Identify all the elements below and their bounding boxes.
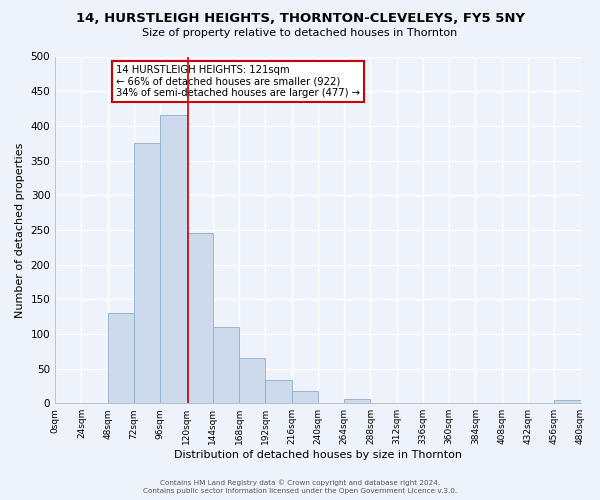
Bar bbox=[292, 392, 318, 403]
Text: Size of property relative to detached houses in Thornton: Size of property relative to detached ho… bbox=[142, 28, 458, 38]
Bar bbox=[213, 327, 239, 403]
Bar bbox=[187, 234, 213, 403]
Y-axis label: Number of detached properties: Number of detached properties bbox=[15, 142, 25, 318]
Bar bbox=[265, 380, 292, 403]
Text: 14, HURSTLEIGH HEIGHTS, THORNTON-CLEVELEYS, FY5 5NY: 14, HURSTLEIGH HEIGHTS, THORNTON-CLEVELE… bbox=[76, 12, 524, 26]
Bar bbox=[554, 400, 581, 403]
Bar bbox=[108, 313, 134, 403]
Bar bbox=[344, 399, 370, 403]
Text: Contains HM Land Registry data © Crown copyright and database right 2024.
Contai: Contains HM Land Registry data © Crown c… bbox=[143, 480, 457, 494]
Text: 14 HURSTLEIGH HEIGHTS: 121sqm
← 66% of detached houses are smaller (922)
34% of : 14 HURSTLEIGH HEIGHTS: 121sqm ← 66% of d… bbox=[116, 65, 359, 98]
X-axis label: Distribution of detached houses by size in Thornton: Distribution of detached houses by size … bbox=[174, 450, 462, 460]
Bar bbox=[134, 143, 160, 403]
Bar bbox=[160, 116, 187, 403]
Bar bbox=[239, 358, 265, 403]
